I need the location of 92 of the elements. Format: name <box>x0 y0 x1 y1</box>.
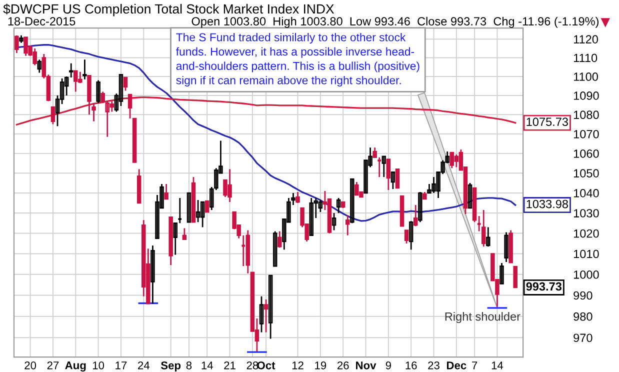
data-label: 1033.98 <box>526 200 568 208</box>
x-tick-label: 21 <box>224 361 236 370</box>
candlestick <box>414 204 418 227</box>
x-tick-label: 26 <box>337 361 349 370</box>
y-tick-label: 1040 <box>574 189 599 198</box>
y-tick-label: 1070 <box>574 130 599 138</box>
y-tick-label: 1030 <box>574 209 599 218</box>
candlestick <box>332 212 336 231</box>
y-tick-label: 1080 <box>574 110 599 120</box>
annotation: Right shoulder <box>445 312 520 324</box>
x-tick-label: 10 <box>92 361 104 370</box>
candlestick <box>346 214 350 236</box>
candlestick <box>504 232 508 263</box>
x-tick-label: 17 <box>116 362 127 370</box>
x-tick-label: 19 <box>315 361 326 370</box>
candlestick <box>486 226 490 248</box>
candlestick <box>390 171 396 190</box>
candlestick <box>196 199 200 223</box>
x-tick-label: 27 <box>47 361 59 370</box>
x-tick-label: Dec <box>446 362 466 370</box>
candlestick <box>454 154 459 168</box>
y-tick-label: 1020 <box>574 229 599 238</box>
x-tick-label: 8 <box>186 361 192 370</box>
x-tick-label: Oct <box>257 361 276 370</box>
candlestick <box>268 274 273 340</box>
x-tick-label: 20 <box>24 361 36 370</box>
candlestick <box>264 298 268 334</box>
chart-title: $DWCPF US Completion Total Stock Market Index INDX <box>3 4 334 16</box>
candlestick <box>110 100 114 112</box>
candlestick <box>96 80 100 104</box>
candlestick <box>513 266 518 289</box>
text: 993.73 <box>526 282 562 291</box>
candlestick <box>350 178 354 224</box>
candlestick <box>386 158 391 191</box>
candlestick <box>37 58 42 74</box>
candlestick <box>450 152 454 169</box>
y-tick-label: 980 <box>574 312 592 321</box>
x-tick-label: 24 <box>138 361 150 370</box>
chart-subtitle: Open 1003.80 High 1003.80 Low 993.46 Close 993.73 Chg -11.96 (-1.19%) <box>192 16 598 28</box>
candlestick <box>186 192 192 223</box>
candlestick <box>182 228 187 240</box>
candlestick <box>82 58 87 80</box>
candlestick <box>204 200 210 213</box>
x-tick-label: 9 <box>386 361 391 370</box>
x-tick-label: 12 <box>292 361 304 370</box>
candlestick <box>404 230 409 244</box>
text: 18-Dec-2015 <box>8 17 76 26</box>
x-tick-label: Aug <box>65 362 86 372</box>
candlestick <box>164 183 168 200</box>
candlestick <box>408 220 414 250</box>
x-tick-label: 23 <box>428 361 440 370</box>
y-tick-label: 1060 <box>574 149 599 158</box>
candlestick <box>118 74 124 107</box>
y-tick-label: 1050 <box>574 169 599 178</box>
candlestick <box>481 209 486 248</box>
y-tick-label: 1100 <box>574 72 598 81</box>
candlestick <box>128 94 132 120</box>
candlestick <box>68 62 74 78</box>
y-tick-label: 990 <box>574 291 592 300</box>
candlestick <box>278 230 282 248</box>
candlestick <box>150 244 155 304</box>
y-tick-label: 1090 <box>574 92 599 100</box>
candlestick <box>296 191 300 204</box>
x-tick-label: 14 <box>202 362 213 370</box>
candlestick <box>64 76 69 96</box>
y-tick-label: 1120 <box>574 35 598 44</box>
x-tick-label: 7 <box>472 362 478 370</box>
x-tick-label: 14 <box>492 362 504 370</box>
candlestick <box>468 182 472 209</box>
y-tick-label: 1110 <box>574 54 598 62</box>
y-tick-label: 1010 <box>574 250 599 258</box>
x-tick-label: Nov <box>356 362 376 370</box>
candlestick <box>123 76 128 92</box>
candlestick <box>382 156 386 178</box>
candlestick <box>318 199 323 213</box>
candlestick <box>259 296 264 334</box>
candlestick <box>500 262 504 284</box>
candlestick <box>395 168 400 189</box>
x-tick-label: Sep <box>160 361 181 372</box>
candlestick <box>336 197 341 214</box>
candlestick <box>14 34 19 54</box>
candlestick <box>92 102 96 122</box>
candlestick <box>50 106 56 125</box>
y-tick-label: 1000 <box>574 270 599 279</box>
annotation: The S Fund traded similarly to the other stock funds. However, it has a possible inverse head- and-shoulders pattern. This is a bullish (positive) sign if it can remain above the right shoulder. <box>176 32 420 87</box>
candlestick <box>272 230 278 267</box>
y-tick-label: 970 <box>574 334 592 342</box>
data-label: 1075.73 <box>526 118 568 126</box>
candlestick <box>418 191 422 223</box>
x-tick-label: 28 <box>246 361 258 370</box>
x-tick-label: 16 <box>406 361 417 370</box>
candlestick <box>200 201 205 228</box>
